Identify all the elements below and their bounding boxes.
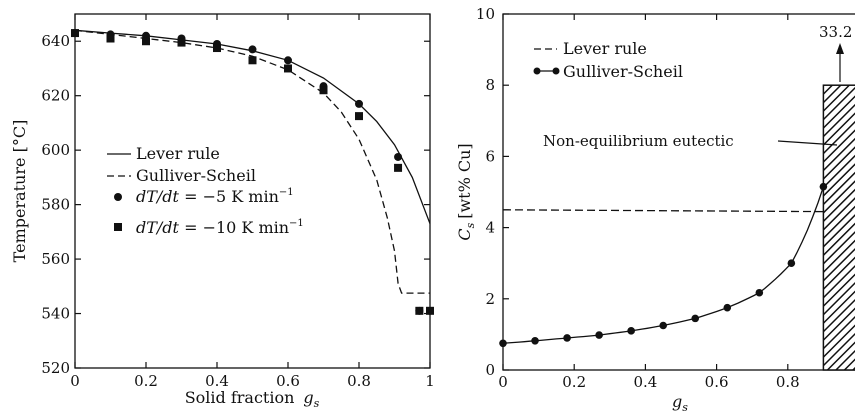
legend-right-gulliver-scheil-label: Gulliver-Scheil <box>563 62 683 81</box>
left-x-tick-label: 0.4 <box>205 372 229 390</box>
cooling-5k-point <box>394 152 403 161</box>
right-y-tick-label: 10 <box>476 5 495 23</box>
right-x-tick-label: 0 <box>498 373 508 391</box>
right-gulliver-scheil-point <box>819 182 828 191</box>
left-y-axis-title: Temperature [°C] <box>10 120 29 263</box>
cooling-10k-point <box>394 163 403 172</box>
right-y-axis-title: Cs[wt% Cu] <box>455 143 477 240</box>
eutectic-annotation-leader <box>777 140 838 146</box>
left-y-ticks: 520 540 560 580 600 620 640 <box>41 32 430 377</box>
cooling-10k-point <box>284 64 292 73</box>
right-gulliver-scheil-point <box>627 327 635 335</box>
left-y-tick-label: 620 <box>41 87 70 105</box>
cooling-5k-point <box>248 45 257 54</box>
left-y-tick-label: 580 <box>41 196 70 214</box>
left-y-tick-label: 600 <box>41 141 70 159</box>
eutectic-annotation-label: Non-equilibrium eutectic <box>543 132 734 150</box>
left-y-tick-label: 540 <box>41 305 70 323</box>
cooling-10k-point <box>319 86 328 95</box>
right-x-tick-label: 0.8 <box>776 373 800 391</box>
left-legend: Lever rule Gulliver-Scheil dT/dt = −5 K … <box>107 144 304 237</box>
left-x-tick-label: 0.6 <box>276 372 300 390</box>
right-series-group <box>499 182 828 348</box>
right-x-ticks: 0 0.2 0.4 0.6 0.8 <box>498 14 800 391</box>
legend-10k-marker <box>114 223 122 231</box>
right-x-tick-label: 0.2 <box>562 373 586 391</box>
right-y-tick-label: 4 <box>485 219 495 237</box>
left-chart-panel: 0 0.2 0.4 0.6 0.8 1 520 540 560 580 600 620 640 Sol… <box>10 13 435 410</box>
legend-5k-label: dT/dt = −5 K min−1 <box>136 187 294 206</box>
right-gulliver-scheil-point <box>563 334 571 342</box>
cooling-10k-point <box>71 29 79 38</box>
non-equilibrium-eutectic-bar <box>822 84 855 371</box>
legend-right-lever-rule-label: Lever rule <box>563 39 647 58</box>
right-x-axis-title: gs <box>672 392 688 414</box>
right-gulliver-scheil-point <box>659 321 667 330</box>
left-x-axis-title: Solid fraction gs <box>185 388 320 410</box>
off-scale-arrow-head <box>836 43 844 54</box>
legend-5k-marker <box>114 193 122 201</box>
left-plot-frame <box>74 13 431 369</box>
right-y-tick-label: 0 <box>485 361 495 379</box>
right-gulliver-scheil-point <box>691 314 700 323</box>
left-y-tick-label: 640 <box>41 32 70 50</box>
right-y-tick-label: 6 <box>485 147 495 165</box>
left-x-tick-label: 1 <box>425 372 435 390</box>
cooling-10k-point <box>106 34 115 43</box>
cooling-5k-point <box>284 56 292 65</box>
right-gulliver-scheil-point <box>531 337 539 345</box>
left-series-group <box>71 29 434 315</box>
legend-10k-label: dT/dt = −10 K min−1 <box>136 218 304 237</box>
right-gulliver-scheil-point <box>499 339 507 348</box>
left-x-tick-label: 0 <box>70 372 80 390</box>
right-x-tick-label: 0.4 <box>633 373 657 391</box>
cooling-10k-point <box>142 37 150 46</box>
right-gulliver-scheil-point <box>755 288 764 297</box>
left-x-ticks: 0 0.2 0.4 0.6 0.8 1 <box>70 14 435 390</box>
cooling-10k-point <box>248 56 257 65</box>
cooling-10k-point <box>426 306 434 315</box>
cooling-10k-point <box>355 112 363 121</box>
legend-lever-rule-label: Lever rule <box>136 144 220 163</box>
legend-right-gulliver-scheil-marker-2 <box>552 67 560 75</box>
right-y-tick-label: 2 <box>485 290 495 308</box>
legend-right-gulliver-scheil-marker-1 <box>533 67 541 75</box>
gulliver-scheil-line <box>74 29 430 294</box>
right-gulliver-scheil-point <box>723 303 732 312</box>
right-plot-frame <box>502 13 855 371</box>
left-y-tick-label: 560 <box>41 250 70 268</box>
left-y-tick-label: 520 <box>41 359 70 377</box>
cooling-10k-point <box>415 306 424 315</box>
off-scale-value-label: 33.2 <box>819 23 852 41</box>
right-lever-rule-line <box>502 209 824 213</box>
cooling-10k-point <box>177 38 186 47</box>
right-gulliver-scheil-point <box>595 331 603 339</box>
cooling-5k-point <box>355 99 363 108</box>
cooling-10k-point <box>213 44 221 53</box>
left-x-tick-label: 0.2 <box>134 372 158 390</box>
right-gulliver-scheil-point <box>787 259 796 268</box>
right-y-tick-label: 8 <box>485 76 495 94</box>
legend-gulliver-scheil-label: Gulliver-Scheil <box>136 166 256 185</box>
right-legend: Lever rule Gulliver-Scheil <box>533 39 683 81</box>
right-x-tick-label: 0.6 <box>705 373 729 391</box>
right-y-ticks: 0 2 4 6 8 10 <box>476 5 509 379</box>
right-chart-panel: 0 0.2 0.4 0.6 0.8 0 2 4 6 8 10 gs Cs[wt% Cu] Leve… <box>455 5 855 414</box>
left-x-tick-label: 0.8 <box>347 372 371 390</box>
